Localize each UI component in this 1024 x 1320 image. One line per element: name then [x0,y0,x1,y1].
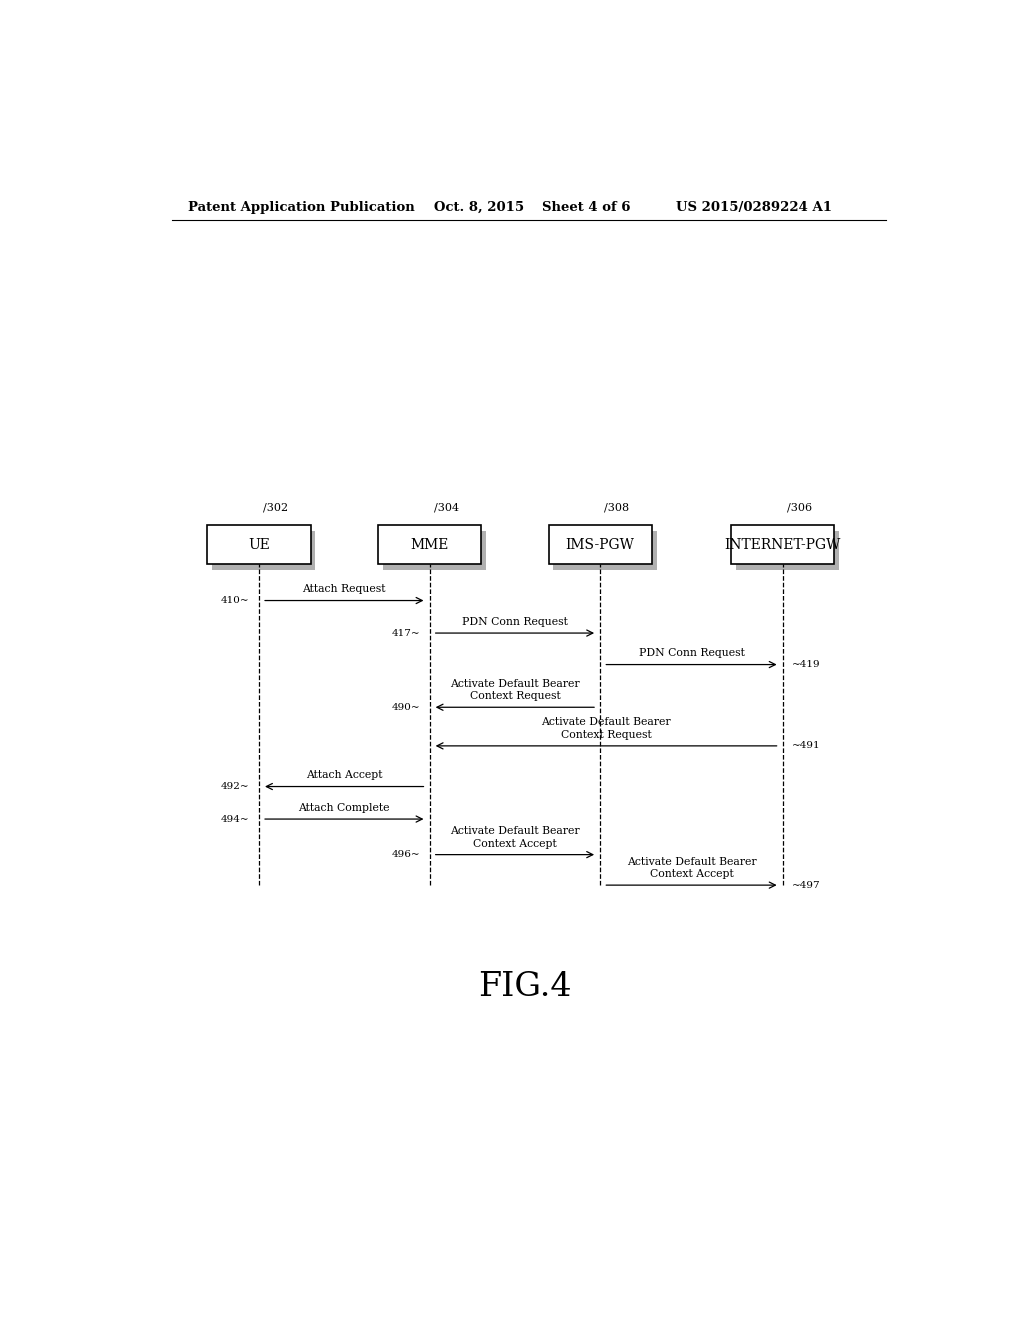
Bar [553,532,656,570]
Text: ~419: ~419 [793,660,821,669]
Text: PDN Conn Request: PDN Conn Request [462,616,568,627]
Text: 490~: 490~ [391,702,420,711]
Bar [731,525,835,564]
Bar [378,525,481,564]
Text: Attach Request: Attach Request [302,585,386,594]
Text: INTERNET-PGW: INTERNET-PGW [725,537,841,552]
Text: IMS-PGW: IMS-PGW [565,537,635,552]
Text: Activate Default Bearer
Context Request: Activate Default Bearer Context Request [542,717,671,739]
Text: MME: MME [411,537,449,552]
Text: 496~: 496~ [391,850,420,859]
Text: Activate Default Bearer
Context Request: Activate Default Bearer Context Request [451,678,580,701]
Text: FIG.4: FIG.4 [478,970,571,1003]
Text: /302: /302 [263,502,288,512]
Text: Activate Default Bearer
Context Accept: Activate Default Bearer Context Accept [627,857,757,879]
Text: 492~: 492~ [221,781,250,791]
Bar [207,525,310,564]
Text: Attach Accept: Attach Accept [306,771,383,780]
Text: 494~: 494~ [221,814,250,824]
Text: /304: /304 [433,502,459,512]
Bar [212,532,315,570]
Text: Oct. 8, 2015: Oct. 8, 2015 [433,201,523,214]
Text: 417~: 417~ [391,628,420,638]
Bar [736,532,839,570]
Text: Patent Application Publication: Patent Application Publication [187,201,415,214]
Bar [549,525,652,564]
Text: Activate Default Bearer
Context Accept: Activate Default Bearer Context Accept [451,826,580,849]
Text: Sheet 4 of 6: Sheet 4 of 6 [543,201,631,214]
Text: ~497: ~497 [793,880,821,890]
Text: PDN Conn Request: PDN Conn Request [639,648,744,659]
Bar [383,532,486,570]
Text: ~491: ~491 [793,742,821,750]
Text: Attach Complete: Attach Complete [299,803,390,813]
Text: /306: /306 [786,502,812,512]
Text: /308: /308 [604,502,630,512]
Text: UE: UE [248,537,270,552]
Text: 410~: 410~ [221,597,250,605]
Text: US 2015/0289224 A1: US 2015/0289224 A1 [676,201,831,214]
